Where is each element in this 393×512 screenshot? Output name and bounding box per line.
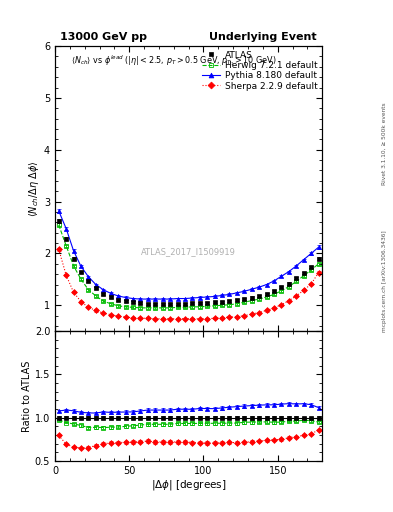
Text: 13000 GeV pp: 13000 GeV pp: [61, 32, 147, 42]
Text: $\langle N_{ch}\rangle$ vs $\phi^{lead}$ ($|\eta|<2.5$, $p_T>0.5$ GeV, $p_{T_1}>: $\langle N_{ch}\rangle$ vs $\phi^{lead}$…: [71, 53, 277, 68]
Text: mcplots.cern.ch [arXiv:1306.3436]: mcplots.cern.ch [arXiv:1306.3436]: [382, 231, 387, 332]
X-axis label: $|\Delta\phi|$ [degrees]: $|\Delta\phi|$ [degrees]: [151, 478, 226, 493]
Text: ATLAS_2017_I1509919: ATLAS_2017_I1509919: [141, 247, 236, 256]
Legend: ATLAS, Herwig 7.2.1 default, Pythia 8.180 default, Sherpa 2.2.9 default: ATLAS, Herwig 7.2.1 default, Pythia 8.18…: [200, 49, 320, 93]
Y-axis label: Ratio to ATLAS: Ratio to ATLAS: [22, 360, 32, 432]
Text: Rivet 3.1.10, ≥ 500k events: Rivet 3.1.10, ≥ 500k events: [382, 102, 387, 185]
Y-axis label: $\langle N_{ch}/\Delta\eta\ \Delta\phi \rangle$: $\langle N_{ch}/\Delta\eta\ \Delta\phi \…: [27, 160, 41, 217]
Text: Underlying Event: Underlying Event: [209, 32, 317, 42]
